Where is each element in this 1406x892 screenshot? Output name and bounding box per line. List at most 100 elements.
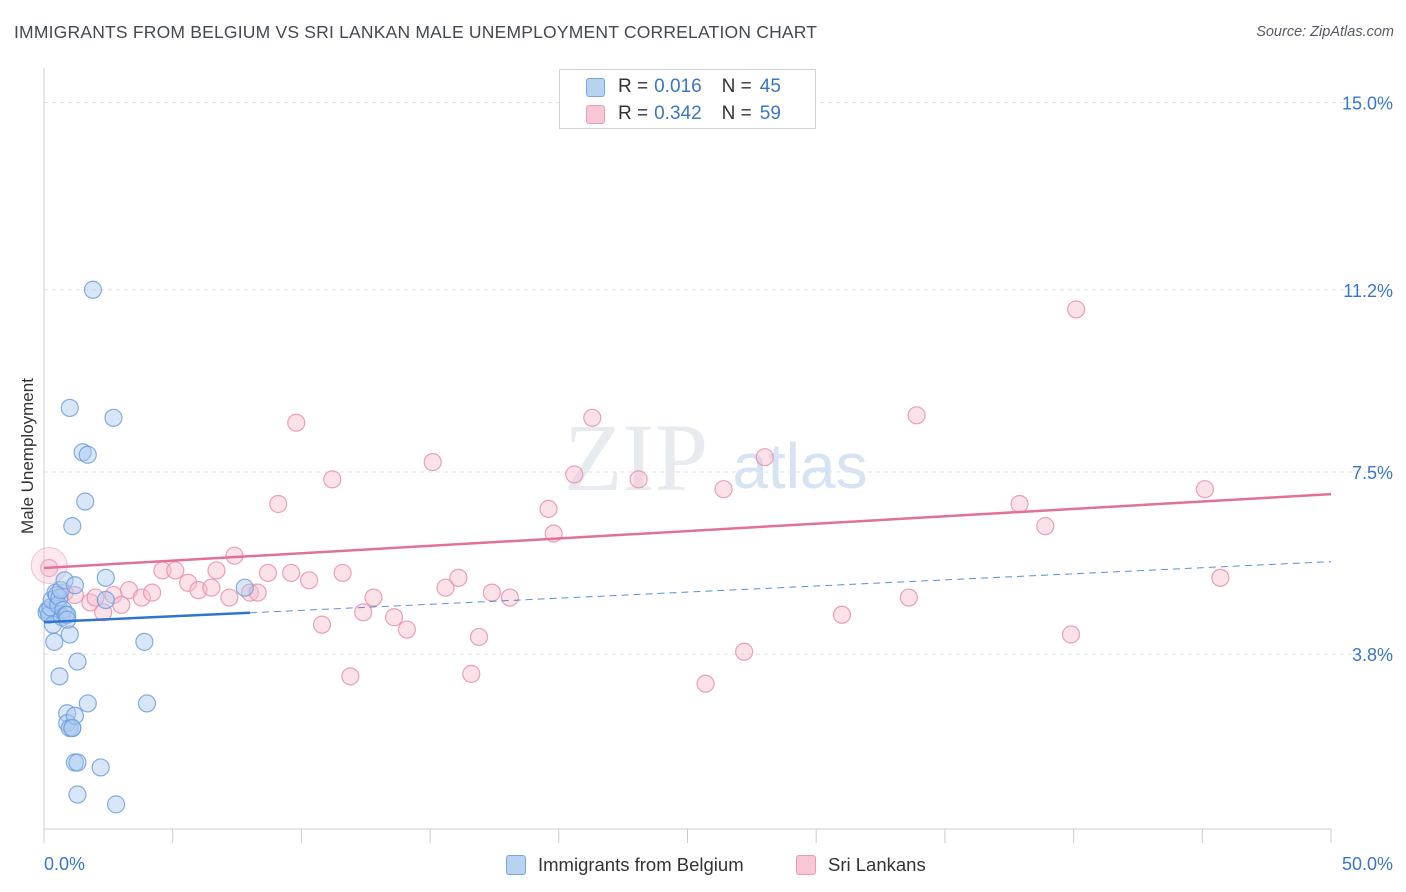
belgium-point	[78, 445, 97, 464]
belgium-point	[45, 632, 64, 651]
belgium-point	[65, 576, 84, 595]
belgium-point	[96, 568, 115, 587]
sri-lankans-point	[240, 583, 260, 602]
watermark-atlas: atlas	[732, 430, 867, 502]
belgium-point	[135, 632, 154, 651]
legend-swatch-sri-lankans	[796, 855, 816, 875]
belgium-point	[235, 578, 254, 597]
belgium-point	[68, 785, 87, 804]
sri-lankans-point	[1195, 480, 1214, 499]
legend-r-label: R =	[618, 76, 649, 97]
legend-row-sri-lankans: R = 0.342 N = 59	[586, 101, 781, 127]
sri-lankans-point	[1010, 494, 1029, 514]
source-label: Source: ZipAtlas.com	[1256, 24, 1394, 40]
sri-lankans-point	[333, 563, 352, 583]
sri-lankans-point	[364, 588, 383, 607]
legend-n-label: N =	[721, 103, 752, 124]
belgium-points	[37, 280, 254, 814]
belgium-point	[91, 758, 110, 777]
sri-lankans-point	[269, 494, 288, 514]
sri-lankans-point	[207, 561, 226, 580]
sri-lankans-point	[500, 588, 519, 607]
sri-lankans-point	[132, 588, 151, 607]
x-tick-label: 0.0%	[44, 854, 85, 874]
belgium-point	[83, 280, 103, 299]
belgium-point	[68, 753, 87, 772]
legend-swatch-sri-lankans	[586, 104, 605, 124]
y-axis-label: Male Unemployment	[18, 378, 37, 534]
sri-lankans-point	[629, 470, 648, 489]
belgium-point	[51, 581, 70, 600]
belgium-trend-line	[43, 611, 250, 624]
belgium-point	[104, 408, 123, 427]
sri-lankans-point	[282, 563, 301, 583]
sri-lankans-point	[899, 588, 918, 607]
sri-lankans-point	[202, 578, 221, 597]
legend-n-value: 59	[759, 103, 781, 124]
watermark-zip: ZIP	[564, 404, 708, 511]
sri-lankans-point	[397, 620, 417, 639]
sri-lankans-point	[832, 605, 852, 624]
sri-lankans-point	[220, 588, 239, 607]
sri-lankans-point	[258, 563, 278, 583]
legend-r-value: 0.342	[654, 103, 702, 124]
y-tick-label: 7.5%	[1352, 463, 1393, 483]
sri-lankans-point	[384, 608, 404, 627]
sri-lankans-point	[583, 408, 602, 427]
sri-lankans-point	[539, 499, 558, 519]
belgium-point	[60, 625, 79, 644]
belgium-point	[96, 590, 115, 610]
trend-lines	[43, 492, 1332, 624]
belgium-point	[50, 667, 69, 686]
belgium-point	[63, 718, 82, 738]
sri-lankans-point	[735, 642, 754, 661]
belgium-point	[55, 571, 74, 590]
sri-lankans-point	[312, 615, 332, 634]
legend-item-sri-lankans[interactable]: Sri Lankans	[796, 851, 926, 879]
legend-bottom: Immigrants from Belgium Sri Lankans	[0, 851, 1406, 879]
sri-lankans-point	[354, 603, 373, 622]
belgium-point	[58, 714, 77, 733]
y-tick-label: 11.2%	[1343, 281, 1393, 301]
sri-lankans-points	[30, 300, 1230, 693]
legend-swatch-belgium	[586, 77, 605, 97]
sri-lankans-point	[696, 674, 715, 693]
belgium-point	[58, 605, 77, 624]
x-tick-label: 50.0%	[1342, 854, 1393, 874]
sri-lankans-point	[482, 583, 501, 602]
sri-lankans-point	[179, 573, 198, 592]
legend-row-belgium: R = 0.016 N = 45	[586, 74, 781, 100]
legend-top: R = 0.016 N = 45 R = 0.342 N = 59	[559, 69, 816, 129]
belgium-point	[137, 694, 157, 713]
sri-lankans-point	[300, 571, 319, 590]
sri-lankans-point	[907, 406, 926, 425]
sri-lankans-point	[65, 585, 84, 605]
sri-lankans-point	[1036, 517, 1055, 536]
y-tick-label: 3.8%	[1352, 645, 1393, 665]
legend-item-belgium[interactable]: Immigrants from Belgium	[506, 851, 744, 879]
legend-n-label: N =	[721, 76, 752, 97]
belgium-point	[106, 795, 126, 814]
sri-lankans-point	[341, 667, 360, 686]
legend-n-value: 45	[759, 76, 781, 97]
belgium-point	[76, 492, 95, 511]
x-tick-labels: 0.0% 50.0%	[44, 854, 1393, 874]
belgium-point	[78, 694, 97, 713]
sri-lankans-point	[323, 470, 342, 489]
y-tick-labels: 3.8% 7.5% 11.2% 15.0%	[1342, 94, 1393, 666]
sri-lankans-point	[449, 568, 468, 587]
sri-lankans-point	[714, 480, 733, 499]
belgium-point	[68, 652, 87, 671]
sri-lankans-point	[1061, 625, 1081, 644]
sri-lankans-point	[287, 413, 306, 432]
chart-title: IMMIGRANTS FROM BELGIUM VS SRI LANKAN MA…	[14, 22, 818, 42]
y-tick-label: 15.0%	[1342, 94, 1393, 114]
sri-lankans-point	[423, 453, 442, 472]
watermark: ZIP atlas	[564, 404, 868, 511]
sri-lankans-point	[436, 578, 455, 597]
sri-lankans-point	[565, 465, 584, 484]
grid	[44, 102, 1392, 655]
sri-lankans-point	[462, 664, 481, 683]
axes	[43, 68, 1332, 843]
